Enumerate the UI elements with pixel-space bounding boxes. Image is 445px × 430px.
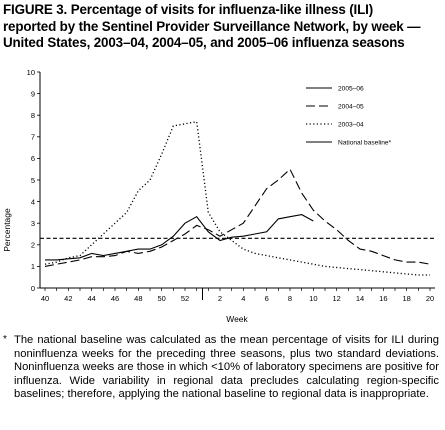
legend-label-3: 2003–04 (338, 122, 364, 129)
legend-label-4: National baseline* (338, 140, 392, 147)
x-tick-label-50: 50 (157, 294, 165, 303)
footnote: * The national baseline was calculated a… (3, 334, 439, 402)
x-tick-label-48: 48 (134, 294, 142, 303)
series-line-2 (44, 168, 431, 267)
x-tick-label-14: 14 (356, 294, 364, 303)
x-tick-label-40: 40 (41, 294, 49, 303)
figure-title-line-3: United States, 2003–04, 2004–05, and 200… (3, 35, 405, 50)
y-tick-label-0: 0 (31, 284, 35, 293)
x-tick-label-46: 46 (111, 294, 119, 303)
footnote-marker: * (3, 334, 7, 345)
x-tick-label-4: 4 (241, 294, 245, 303)
y-tick-label-6: 6 (31, 154, 35, 163)
x-tick-label-8: 8 (288, 294, 292, 303)
x-tick-label-44: 44 (87, 294, 95, 303)
series-line-1 (45, 214, 314, 261)
x-tick-label-6: 6 (265, 294, 269, 303)
x-tick-label-18: 18 (402, 294, 410, 303)
x-tick-label-10: 10 (309, 294, 317, 303)
figure-title: FIGURE 3. Percentage of visits for influ… (3, 2, 443, 52)
y-tick-layer: 0 1 2 3 4 5 6 7 8 9 10 (27, 68, 40, 293)
footnote-text: The national baseline was calculated as … (14, 334, 439, 401)
x-tick-label-52: 52 (181, 294, 189, 303)
x-tick-label-42: 42 (64, 294, 72, 303)
y-tick-label-2: 2 (31, 241, 35, 250)
figure-title-line-2: reported by the Sentinel Provider Survei… (3, 18, 421, 34)
y-tick-label-1: 1 (31, 262, 35, 271)
legend-label-2: 2004–05 (338, 104, 364, 111)
series-line-3 (44, 120, 430, 276)
x-tick-label-2: 2 (218, 294, 222, 303)
x-tick-label-16: 16 (379, 294, 387, 303)
series-layer (40, 120, 435, 276)
y-axis-label: Percentage (2, 208, 12, 252)
x-axis-label: Week (226, 314, 248, 324)
x-tick-label-12: 12 (332, 294, 340, 303)
figure-title-line-1: FIGURE 3. Percentage of visits for influ… (3, 2, 374, 17)
y-tick-label-5: 5 (31, 176, 35, 185)
y-tick-label-7: 7 (31, 133, 35, 142)
y-tick-label-10: 10 (27, 68, 35, 77)
legend-label-1: 2005–06 (338, 86, 364, 93)
y-tick-label-9: 9 (31, 89, 35, 98)
y-tick-label-3: 3 (31, 219, 35, 228)
y-tick-label-4: 4 (31, 197, 35, 206)
axes-layer: 40 42 44 46 48 50 52 2 4 6 8 10 12 14 16 18 20 (39, 72, 435, 303)
legend: 2005–06 2004–05 2003–04 National baseline* (306, 86, 392, 147)
x-tick-label-20: 20 (426, 294, 434, 303)
y-tick-label-8: 8 (31, 111, 35, 120)
